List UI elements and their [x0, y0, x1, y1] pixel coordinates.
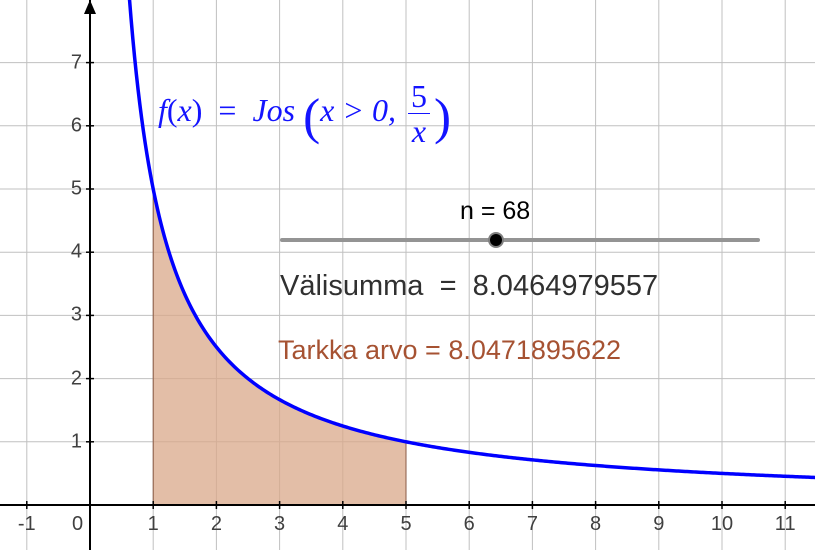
- formula-jos: Jos: [252, 92, 295, 128]
- y-tick-label: 7: [62, 51, 82, 74]
- y-tick-label: 4: [62, 241, 82, 264]
- y-tick-label: 3: [62, 304, 82, 327]
- formula-cond: x > 0,: [320, 92, 396, 128]
- midsum-value: 8.0464979557: [473, 270, 658, 302]
- x-tick-label: 2: [211, 513, 222, 536]
- formula-numer: 5: [408, 80, 430, 114]
- slider-label: n = 68: [460, 197, 530, 226]
- x-tick-label: 0: [72, 513, 83, 536]
- midsum-label: Välisumma: [280, 270, 423, 302]
- n-slider[interactable]: [280, 232, 760, 248]
- midsum-text: Välisumma = 8.0464979557: [280, 270, 658, 303]
- x-tick-label: -1: [18, 513, 36, 536]
- x-tick-label: 6: [464, 513, 475, 536]
- x-tick-label: 5: [400, 513, 411, 536]
- x-tick-label: 1: [148, 513, 159, 536]
- x-tick-label: 8: [590, 513, 601, 536]
- formula-eq: =: [218, 92, 236, 128]
- slider-track[interactable]: [280, 238, 760, 242]
- formula-f: f: [158, 92, 167, 128]
- x-tick-label: 7: [527, 513, 538, 536]
- formula-x: x: [178, 92, 192, 128]
- x-tick-label: 11: [775, 513, 796, 536]
- midsum-eq: =: [440, 270, 457, 302]
- y-tick-label: 1: [62, 430, 82, 453]
- slider-thumb[interactable]: [488, 232, 504, 248]
- x-tick-label: 10: [711, 513, 733, 536]
- x-tick-label: 4: [337, 513, 348, 536]
- formula-rparen: ): [192, 92, 203, 128]
- x-tick-label: 3: [274, 513, 285, 536]
- formula-denom: x: [408, 114, 430, 147]
- y-tick-label: 5: [62, 178, 82, 201]
- y-tick-label: 2: [62, 367, 82, 390]
- function-formula: f(x) = Jos (x > 0, 5 x ): [158, 80, 451, 147]
- exact-text: Tarkka arvo = 8.0471895622: [278, 335, 621, 366]
- x-tick-label: 9: [653, 513, 664, 536]
- y-tick-label: 6: [62, 114, 82, 137]
- formula-lparen: (: [167, 92, 178, 128]
